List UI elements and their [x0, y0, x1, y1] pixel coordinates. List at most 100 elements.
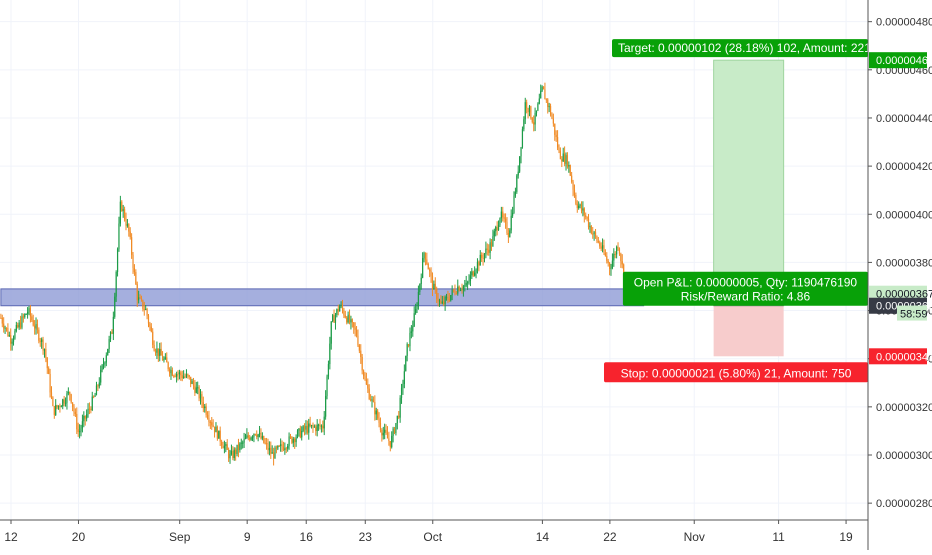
price-badge-target: 0.00000464: [869, 52, 932, 69]
candle: [372, 396, 375, 403]
candle: [412, 320, 414, 337]
candle: [218, 430, 220, 439]
stop-label[interactable]: Stop: 0.00000021 (5.80%) 21, Amount: 750: [604, 362, 868, 383]
candle: [523, 116, 525, 132]
open-pnl-label-text: Open P&L: 0.00000005, Qty: 1190476190: [634, 276, 858, 290]
candle: [530, 105, 532, 120]
candle: [351, 318, 353, 328]
x-tick-label: 22: [603, 530, 617, 544]
candle: [129, 227, 131, 240]
candle: [322, 420, 324, 433]
candle: [385, 424, 387, 435]
candle: [119, 195, 121, 227]
candle: [62, 398, 64, 410]
candle: [568, 161, 570, 173]
candle: [558, 144, 560, 154]
candle: [430, 267, 432, 283]
candle: [12, 335, 15, 346]
candle: [31, 313, 33, 322]
candle: [409, 327, 411, 352]
candle: [495, 225, 497, 237]
y-tick-label: 0.00000380: [876, 257, 932, 269]
candle: [541, 85, 543, 92]
candle: [516, 174, 518, 194]
candle: [475, 268, 477, 279]
x-tick-label: 9: [244, 530, 251, 544]
candle: [98, 377, 100, 389]
candle: [497, 220, 500, 231]
candle: [95, 381, 98, 396]
candle: [580, 201, 583, 214]
candle: [315, 424, 317, 436]
candle: [299, 425, 301, 439]
candle: [146, 307, 148, 320]
candle: [391, 431, 393, 449]
candle: [388, 431, 390, 446]
candle: [52, 396, 54, 407]
candle: [443, 295, 445, 307]
candle: [337, 304, 339, 316]
candle: [569, 164, 571, 177]
candle: [264, 438, 266, 445]
target-zone[interactable]: [713, 59, 785, 307]
candle: [309, 416, 311, 428]
candles: [0, 82, 628, 466]
candle: [164, 353, 166, 360]
candle: [399, 395, 401, 423]
stop-zone[interactable]: [713, 305, 784, 357]
candle: [521, 126, 524, 149]
candle: [64, 397, 67, 407]
candle: [174, 373, 176, 378]
candle: [240, 438, 242, 450]
candle: [105, 352, 107, 367]
candle: [208, 410, 210, 427]
candle: [79, 424, 81, 439]
candle: [17, 322, 19, 329]
candle: [310, 424, 313, 429]
candle: [107, 348, 109, 356]
y-tick-label: 0.00000440: [876, 113, 932, 125]
candle: [347, 311, 349, 324]
candle: [458, 285, 460, 292]
candle: [63, 395, 65, 407]
candle: [316, 419, 318, 437]
candle: [114, 292, 116, 319]
candle: [481, 252, 483, 262]
candle: [564, 146, 566, 167]
candle: [289, 433, 292, 440]
candle: [260, 428, 262, 440]
candle: [135, 269, 137, 285]
target-label[interactable]: Target: 0.00000102 (28.18%) 102, Amount:…: [612, 39, 888, 58]
candle: [593, 230, 595, 241]
candle: [367, 378, 369, 393]
candle: [60, 405, 62, 408]
candle: [462, 284, 464, 297]
candle: [296, 429, 299, 439]
candle: [474, 266, 476, 277]
candle: [556, 130, 559, 151]
candle: [177, 370, 179, 381]
candle: [362, 369, 365, 380]
y-tick-label: 0.00000300: [876, 450, 932, 462]
candle: [91, 391, 93, 412]
support-zone-rectangle[interactable]: [0, 288, 645, 307]
candle: [540, 84, 542, 99]
candle: [274, 445, 276, 459]
candle: [616, 245, 618, 259]
candle: [469, 271, 472, 287]
candle: [295, 434, 297, 447]
candle: [461, 283, 463, 294]
candle: [125, 212, 127, 231]
candle: [507, 227, 509, 244]
candle: [457, 279, 459, 296]
candle: [122, 204, 124, 218]
open-pnl-label[interactable]: Open P&L: 0.00000005, Qty: 1190476190Ris…: [622, 271, 868, 306]
candle: [406, 342, 408, 362]
candle: [126, 219, 129, 228]
candle: [502, 206, 504, 222]
candle: [589, 222, 591, 233]
candle: [205, 403, 207, 418]
candle: [313, 424, 315, 428]
